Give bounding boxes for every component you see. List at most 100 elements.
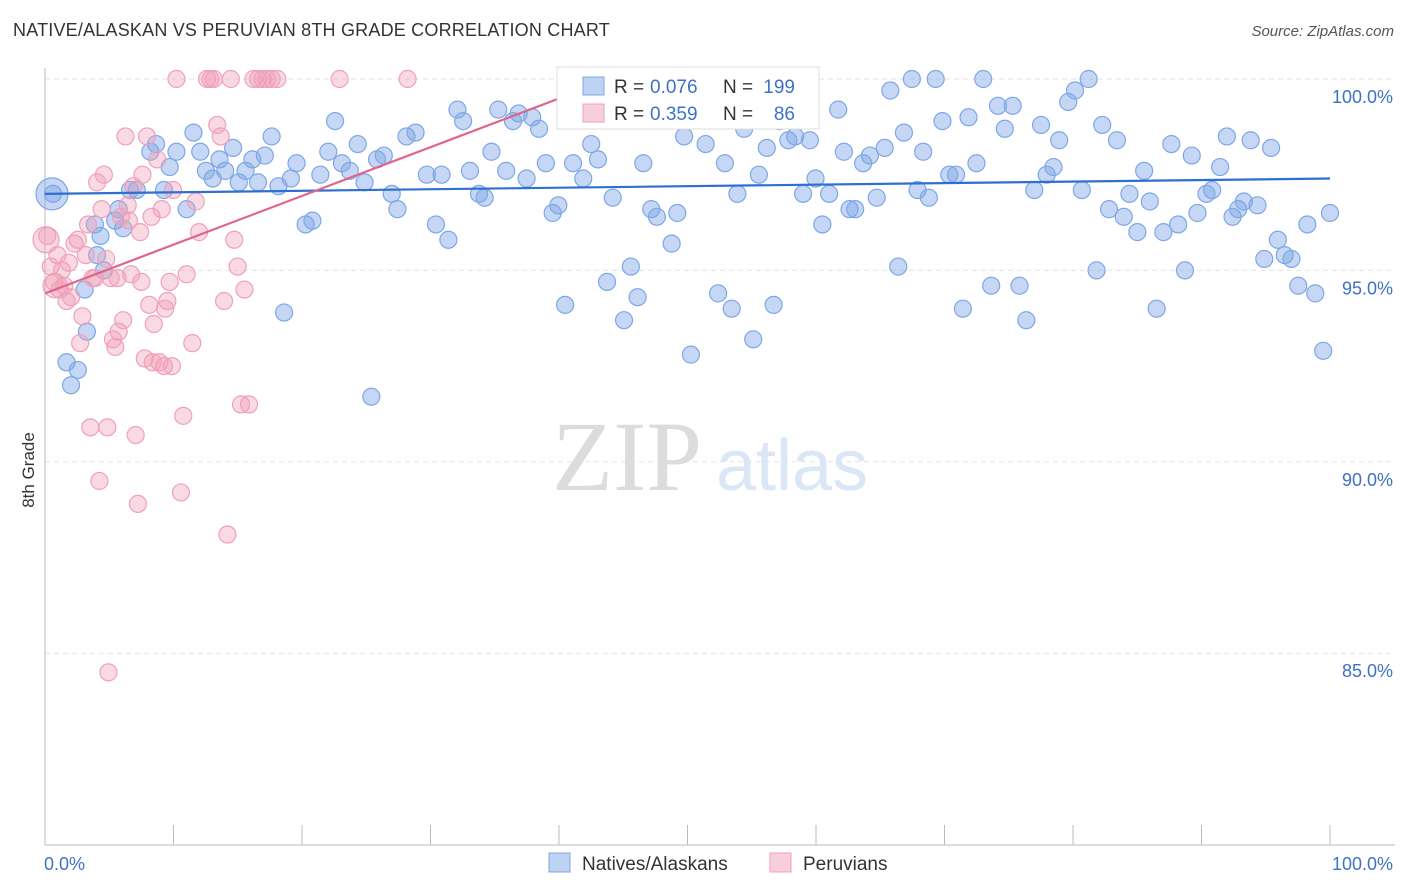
data-point[interactable] <box>1135 161 1154 180</box>
data-point[interactable] <box>303 211 322 230</box>
data-point[interactable] <box>228 257 247 276</box>
data-point[interactable] <box>128 494 148 514</box>
data-point[interactable] <box>497 161 516 180</box>
data-point[interactable] <box>1120 184 1139 203</box>
data-point[interactable] <box>1188 203 1207 223</box>
data-point[interactable] <box>257 69 277 89</box>
data-point[interactable] <box>177 200 196 219</box>
data-point[interactable] <box>68 360 87 380</box>
data-point[interactable] <box>448 100 467 119</box>
data-point[interactable] <box>163 180 183 200</box>
data-point[interactable] <box>171 483 191 502</box>
data-point[interactable] <box>167 142 186 161</box>
data-point[interactable] <box>382 184 401 203</box>
data-point[interactable] <box>204 69 223 89</box>
data-point[interactable] <box>59 253 78 272</box>
data-point[interactable] <box>854 154 873 173</box>
data-point[interactable] <box>183 334 202 353</box>
data-point[interactable] <box>191 142 210 161</box>
data-point[interactable] <box>184 123 203 142</box>
data-point[interactable] <box>881 81 900 100</box>
data-point[interactable] <box>92 200 111 219</box>
data-point[interactable] <box>1050 131 1069 150</box>
data-point[interactable] <box>914 142 933 161</box>
data-point[interactable] <box>1147 299 1166 318</box>
data-point[interactable] <box>744 330 763 349</box>
data-point[interactable] <box>61 288 81 307</box>
data-point[interactable] <box>1107 131 1127 150</box>
data-point[interactable] <box>114 311 133 330</box>
data-point[interactable] <box>1320 203 1340 223</box>
data-point[interactable] <box>426 215 446 234</box>
data-point[interactable] <box>489 100 508 119</box>
data-point[interactable] <box>757 138 776 158</box>
data-point[interactable] <box>1099 200 1119 219</box>
data-point[interactable] <box>119 211 138 230</box>
data-point[interactable] <box>675 127 694 146</box>
data-point[interactable] <box>475 188 494 207</box>
data-point[interactable] <box>621 257 640 276</box>
data-point[interactable] <box>1065 81 1085 100</box>
data-point[interactable] <box>1182 146 1201 165</box>
data-point[interactable] <box>1241 131 1260 150</box>
data-point[interactable] <box>529 119 549 138</box>
data-point[interactable] <box>362 387 381 406</box>
data-point[interactable] <box>933 112 952 131</box>
data-point[interactable] <box>1114 207 1133 226</box>
data-point[interactable] <box>722 299 741 318</box>
data-point[interactable] <box>517 169 536 188</box>
data-point[interactable] <box>813 215 832 234</box>
data-point[interactable] <box>1306 284 1325 303</box>
data-point[interactable] <box>94 165 114 184</box>
data-point[interactable] <box>820 184 839 203</box>
data-point[interactable] <box>106 337 125 357</box>
data-point[interactable] <box>108 268 127 288</box>
data-point[interactable] <box>162 357 182 376</box>
data-point[interactable] <box>974 69 993 89</box>
data-point[interactable] <box>614 311 634 330</box>
data-point[interactable] <box>1072 180 1091 200</box>
data-point[interactable] <box>186 192 205 211</box>
data-point[interactable] <box>1248 196 1267 215</box>
data-point[interactable] <box>388 200 407 219</box>
data-point[interactable] <box>764 295 783 314</box>
data-point[interactable] <box>268 69 287 89</box>
data-point[interactable] <box>32 226 60 254</box>
data-point[interactable] <box>68 230 87 249</box>
data-point[interactable] <box>1128 223 1147 242</box>
data-point[interactable] <box>829 100 848 119</box>
data-point[interactable] <box>311 165 330 184</box>
data-point[interactable] <box>137 127 157 146</box>
data-point[interactable] <box>214 291 234 311</box>
data-point[interactable] <box>239 395 259 414</box>
data-point[interactable] <box>78 215 98 234</box>
data-point[interactable] <box>1261 138 1281 158</box>
data-point[interactable] <box>959 108 978 127</box>
data-point[interactable] <box>109 322 128 341</box>
data-point[interactable] <box>398 69 417 89</box>
data-point[interactable] <box>432 165 451 184</box>
data-point[interactable] <box>834 142 853 161</box>
data-point[interactable] <box>582 134 601 154</box>
data-point[interactable] <box>1289 276 1308 295</box>
data-point[interactable] <box>81 418 100 437</box>
data-point[interactable] <box>549 196 568 215</box>
data-point[interactable] <box>860 146 880 165</box>
data-point[interactable] <box>1203 180 1222 200</box>
data-point[interactable] <box>1087 261 1106 280</box>
data-point[interactable] <box>1093 115 1112 135</box>
data-point[interactable] <box>262 127 281 146</box>
data-point[interactable] <box>1175 261 1195 280</box>
data-point[interactable] <box>99 663 118 682</box>
data-point[interactable] <box>806 169 825 188</box>
data-point[interactable] <box>225 230 244 249</box>
data-point[interactable] <box>482 142 501 161</box>
data-point[interactable] <box>71 334 90 353</box>
data-point[interactable] <box>98 418 117 437</box>
data-point[interactable] <box>1298 215 1317 234</box>
data-point[interactable] <box>118 196 137 215</box>
data-point[interactable] <box>634 154 653 173</box>
data-point[interactable] <box>281 169 300 188</box>
data-point[interactable] <box>76 245 95 265</box>
data-point[interactable] <box>218 525 237 544</box>
